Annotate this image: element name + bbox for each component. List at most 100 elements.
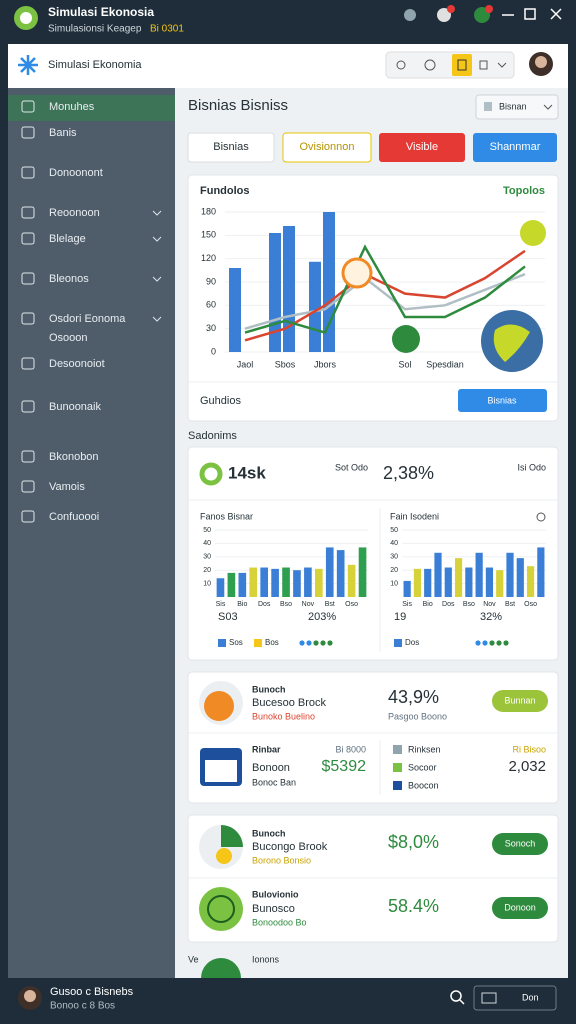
button[interactable] <box>458 389 547 412</box>
item-tag: Bunoko Buelino <box>252 711 315 721</box>
item-value: $8,0% <box>388 832 439 852</box>
button[interactable] <box>492 897 548 919</box>
item-kicker: Bulovionio <box>252 889 299 899</box>
item-note: Bi 8000 <box>335 744 366 754</box>
bar <box>283 226 295 352</box>
kpi-note: Isi Odo <box>517 462 546 472</box>
sidebar-item[interactable]: Bleonos <box>49 273 89 285</box>
y-tick-label: 10 <box>203 580 211 587</box>
sidebar-item[interactable]: Bunoonaik <box>49 401 101 413</box>
item-kicker: Rinbar <box>252 744 281 754</box>
tool-chevron[interactable] <box>497 62 507 68</box>
item-note: Pasgoo Boono <box>388 711 447 721</box>
footer-peek: Ionons <box>252 954 280 964</box>
sidebar-subitem[interactable]: Osooon <box>49 332 88 344</box>
bar <box>216 578 225 597</box>
avatar-face <box>535 56 547 68</box>
sidebar-chevron <box>152 316 162 322</box>
chart-badge <box>392 325 420 353</box>
y-tick-label: 40 <box>203 540 211 547</box>
section-label: Sadonims <box>188 430 237 442</box>
control-icon <box>481 992 497 1004</box>
bar <box>444 567 452 597</box>
sidebar-item[interactable]: Desoonoiot <box>49 358 105 370</box>
x-tick-label: Dos <box>442 601 455 608</box>
dropdown[interactable] <box>475 94 559 120</box>
user-icon[interactable] <box>404 9 416 21</box>
tool-active[interactable] <box>452 54 472 76</box>
button[interactable] <box>282 132 372 163</box>
sidebar-icon <box>21 206 35 219</box>
sidebar-item[interactable]: Blelage <box>49 233 86 245</box>
search-icon[interactable] <box>450 990 462 1002</box>
kpi-value: 2,38% <box>383 463 434 483</box>
sidebar-item[interactable]: Monuhes <box>49 101 95 113</box>
close[interactable] <box>550 8 562 20</box>
y-tick-label: 50 <box>203 527 211 534</box>
sidebar-icon <box>21 400 35 413</box>
y-tick-label: 90 <box>206 276 216 286</box>
button-label: Visible <box>406 141 438 153</box>
x-tick-label: Bio <box>237 601 247 608</box>
button-label: Sonoch <box>505 838 536 848</box>
sidebar-icon <box>21 272 35 285</box>
button[interactable] <box>379 133 465 162</box>
chart-link[interactable]: Topolos <box>503 185 545 197</box>
info-icon[interactable] <box>536 512 546 522</box>
logo <box>18 55 38 75</box>
button-label: Bisnias <box>213 141 249 153</box>
tool-link[interactable] <box>396 60 406 70</box>
sidebar-chevron <box>152 210 162 216</box>
mini-chart-title: Fanos Bisnar <box>200 511 253 521</box>
button[interactable] <box>187 132 275 163</box>
button-label: Shannmar <box>490 141 541 153</box>
line <box>244 244 526 335</box>
toolbar <box>385 51 515 79</box>
sidebar-item[interactable]: Donoonont <box>49 167 103 179</box>
rating-star <box>496 640 502 646</box>
item-value: 43,9% <box>388 687 439 707</box>
bar <box>496 570 504 597</box>
button[interactable] <box>492 833 548 855</box>
legend-label: Sos <box>229 638 243 647</box>
x-tick-label: Nov <box>483 601 496 608</box>
tool-search[interactable] <box>424 59 436 71</box>
rating-star <box>313 640 319 646</box>
bar <box>347 564 356 597</box>
item-value: 58.4% <box>388 896 439 916</box>
window-tag: Bi 0301 <box>150 24 184 35</box>
search-icon-handle <box>459 999 465 1005</box>
notify-icon[interactable] <box>437 8 451 22</box>
bar <box>325 547 334 597</box>
sidebar-item[interactable]: Vamois <box>49 481 85 493</box>
mini-stat: 19 <box>394 611 406 623</box>
button[interactable] <box>473 133 557 162</box>
list-icon <box>393 781 402 790</box>
chart-globe-land <box>493 324 530 362</box>
footer-peek: Ve <box>188 954 199 964</box>
sidebar-item[interactable]: Bkonobon <box>49 451 99 463</box>
bar <box>465 567 473 597</box>
item-icon <box>199 887 243 931</box>
bottom-control[interactable] <box>473 985 557 1011</box>
rating-star <box>306 640 312 646</box>
sidebar-item[interactable]: Reoonoon <box>49 207 100 219</box>
tool-menu[interactable] <box>479 60 488 70</box>
tool-doc <box>457 59 467 71</box>
x-tick-label: Dos <box>258 601 271 608</box>
button[interactable] <box>492 690 548 712</box>
item-name: Bonoon <box>252 762 290 774</box>
sidebar <box>8 88 175 978</box>
sidebar-item[interactable]: Banis <box>49 127 77 139</box>
sidebar-item[interactable]: Osdori Eonoma <box>49 313 126 325</box>
y-tick-label: 180 <box>201 206 216 216</box>
bar <box>227 572 236 597</box>
maximize[interactable] <box>524 8 536 20</box>
sidebar-item[interactable]: Confuoooi <box>49 511 99 523</box>
x-tick-label: Spesdian <box>426 359 464 369</box>
item-value: $5392 <box>322 758 367 775</box>
y-tick-label: 10 <box>390 580 398 587</box>
kpi-note: Sot Odo <box>335 462 368 472</box>
list-item: Rinksen <box>408 744 441 754</box>
